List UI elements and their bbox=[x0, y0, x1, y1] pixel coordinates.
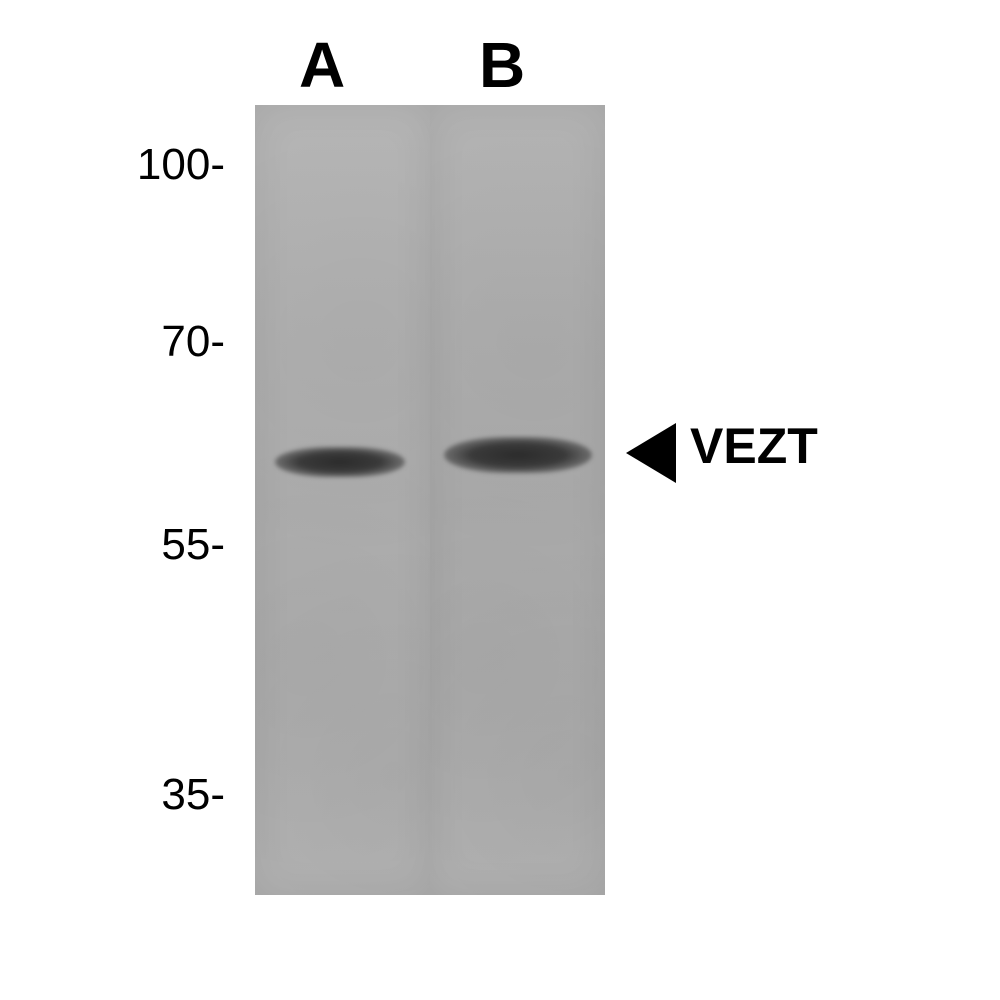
ladder-label-35: 35- bbox=[115, 770, 225, 820]
annotation-label: VEZT bbox=[690, 417, 818, 475]
western-blot-figure: A B 100- 70- 55- 35- VEZT bbox=[0, 0, 1000, 1000]
lane-strip-b bbox=[430, 105, 605, 895]
annotation-arrow-icon bbox=[626, 423, 676, 483]
band-lane-b-vezt bbox=[444, 437, 592, 473]
ladder-label-55: 55- bbox=[115, 520, 225, 570]
lane-label-a: A bbox=[299, 28, 345, 102]
membrane-texture bbox=[430, 105, 605, 895]
membrane-texture bbox=[255, 105, 430, 895]
lane-label-b: B bbox=[479, 28, 525, 102]
ladder-label-100: 100- bbox=[115, 140, 225, 190]
band-lane-a-vezt bbox=[275, 447, 405, 477]
lane-strip-a bbox=[255, 105, 430, 895]
ladder-label-70: 70- bbox=[115, 317, 225, 367]
